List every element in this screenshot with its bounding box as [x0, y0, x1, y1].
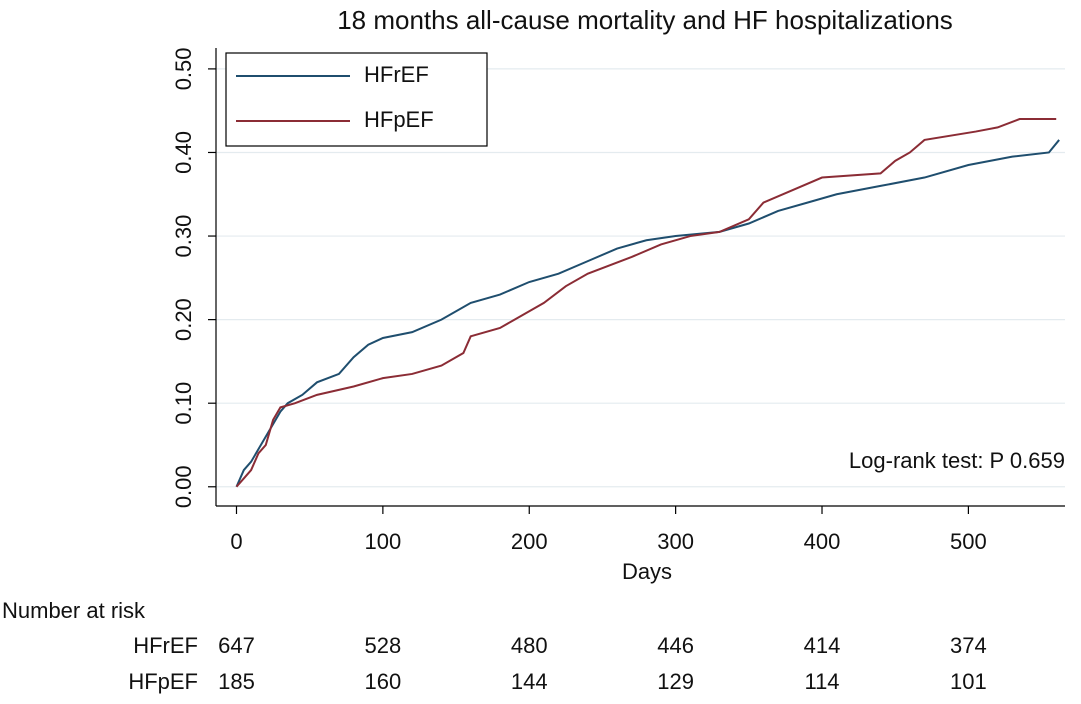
risk-value: 185 [218, 669, 255, 694]
series-line [235, 139, 1060, 488]
risk-row-label: HFrEF [133, 633, 198, 658]
risk-row-label: HFpEF [128, 669, 198, 694]
annotation: Log-rank test: P 0.659 [849, 448, 1065, 473]
y-tick-label: 0.50 [171, 47, 196, 90]
legend-label: HFpEF [364, 107, 434, 132]
y-tick-label: 0.40 [171, 131, 196, 174]
x-tick-label: 500 [950, 529, 987, 554]
risk-value: 101 [950, 669, 987, 694]
risk-value: 129 [657, 669, 694, 694]
y-tick-label: 0.30 [171, 215, 196, 258]
risk-value: 414 [804, 633, 841, 658]
legend-box [225, 52, 488, 147]
x-tick-label: 0 [230, 529, 242, 554]
risk-value: 114 [804, 669, 839, 694]
y-tick-label: 0.20 [171, 298, 196, 341]
legend-label: HFrEF [364, 62, 429, 87]
risk-value: 160 [365, 669, 402, 694]
x-tick-label: 200 [511, 529, 548, 554]
risk-value: 144 [511, 669, 548, 694]
risk-table-title: Number at risk [2, 598, 146, 623]
x-tick-label: 300 [657, 529, 694, 554]
series-line [235, 118, 1057, 488]
x-tick-label: 400 [804, 529, 841, 554]
chart-title: 18 months all-cause mortality and HF hos… [337, 5, 953, 35]
risk-value: 446 [657, 633, 694, 658]
x-tick-label: 100 [365, 529, 402, 554]
risk-value: 528 [365, 633, 402, 658]
y-tick-label: 0.00 [171, 465, 196, 508]
risk-value: 647 [218, 633, 255, 658]
risk-value: 480 [511, 633, 548, 658]
x-axis-title: Days [622, 559, 672, 584]
risk-value: 374 [950, 633, 987, 658]
y-tick-label: 0.10 [171, 382, 196, 425]
